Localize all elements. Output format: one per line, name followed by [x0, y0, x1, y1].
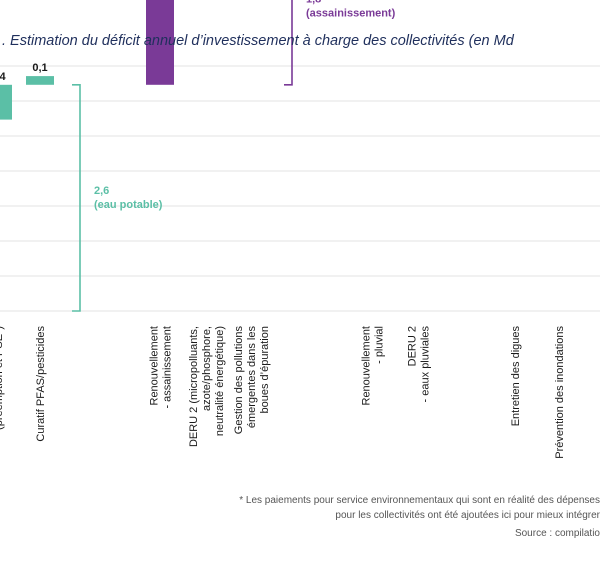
category-label: Curatif PFAS/pesticides	[35, 326, 47, 442]
svg-text:Gestion des pollutionsémergent: Gestion des pollutionsémergentes dans le…	[233, 326, 271, 435]
category-label: Renouvellement- assainissement	[149, 326, 174, 409]
footnotes: * Les paiements pour service environneme…	[239, 495, 600, 539]
category-label: Gestion des pollutionsémergentes dans le…	[233, 326, 271, 435]
svg-text:Renouvellement- assainissement: Renouvellement- assainissement	[149, 326, 174, 409]
svg-text:Curatif PFAS/pesticides: Curatif PFAS/pesticides	[35, 326, 47, 442]
category-labels: (préemption et PSE*) Curatif PFAS/pestici…	[0, 326, 566, 459]
category-label: Renouvellement- pluvial	[361, 326, 386, 406]
svg-text:DERU 2 (micropolluants,azote/p: DERU 2 (micropolluants,azote/phosphore,n…	[188, 326, 226, 447]
footnote: pour les collectivités ont été ajoutées …	[335, 510, 600, 521]
gridlines	[0, 65, 600, 312]
bracket-label: (assainissement)	[306, 8, 396, 20]
bracket	[72, 84, 81, 312]
category-label: Prévention des inondations	[554, 326, 566, 459]
bracket-value: 1,8	[306, 0, 321, 6]
svg-text:Prévention des inondations: Prévention des inondations	[554, 326, 566, 459]
bracket-label: (eau potable)	[94, 199, 163, 211]
value-label: 0,1	[32, 62, 47, 74]
svg-text:Renouvellement- pluvial: Renouvellement- pluvial	[361, 326, 386, 406]
subtotal-brackets: 2,6(eau potable)1,8(assainissement)0,4(G…	[72, 0, 396, 312]
footnote: Source : compilatio	[515, 528, 600, 539]
svg-text:DERU 2- eaux pluviales: DERU 2- eaux pluviales	[407, 326, 432, 403]
svg-text:(préemption et PSE*): (préemption et PSE*)	[0, 326, 5, 430]
bracket-value: 2,6	[94, 185, 109, 197]
category-label: Entretien des digues	[510, 326, 522, 427]
chart-title: . Estimation du déficit annuel d’investi…	[2, 33, 515, 49]
category-label: (préemption et PSE*)	[0, 326, 5, 430]
bar	[146, 0, 174, 85]
category-label: DERU 2 (micropolluants,azote/phosphore,n…	[188, 326, 226, 447]
bar	[0, 84, 12, 120]
bars: 0,40,11,40,30,10,30,10,30,3	[0, 0, 174, 120]
bar	[26, 76, 54, 85]
footnote: * Les paiements pour service environneme…	[239, 495, 600, 506]
bracket	[284, 0, 293, 86]
value-label: 0,4	[0, 71, 7, 83]
svg-text:Entretien des digues: Entretien des digues	[510, 326, 522, 427]
category-label: DERU 2- eaux pluviales	[407, 326, 432, 403]
